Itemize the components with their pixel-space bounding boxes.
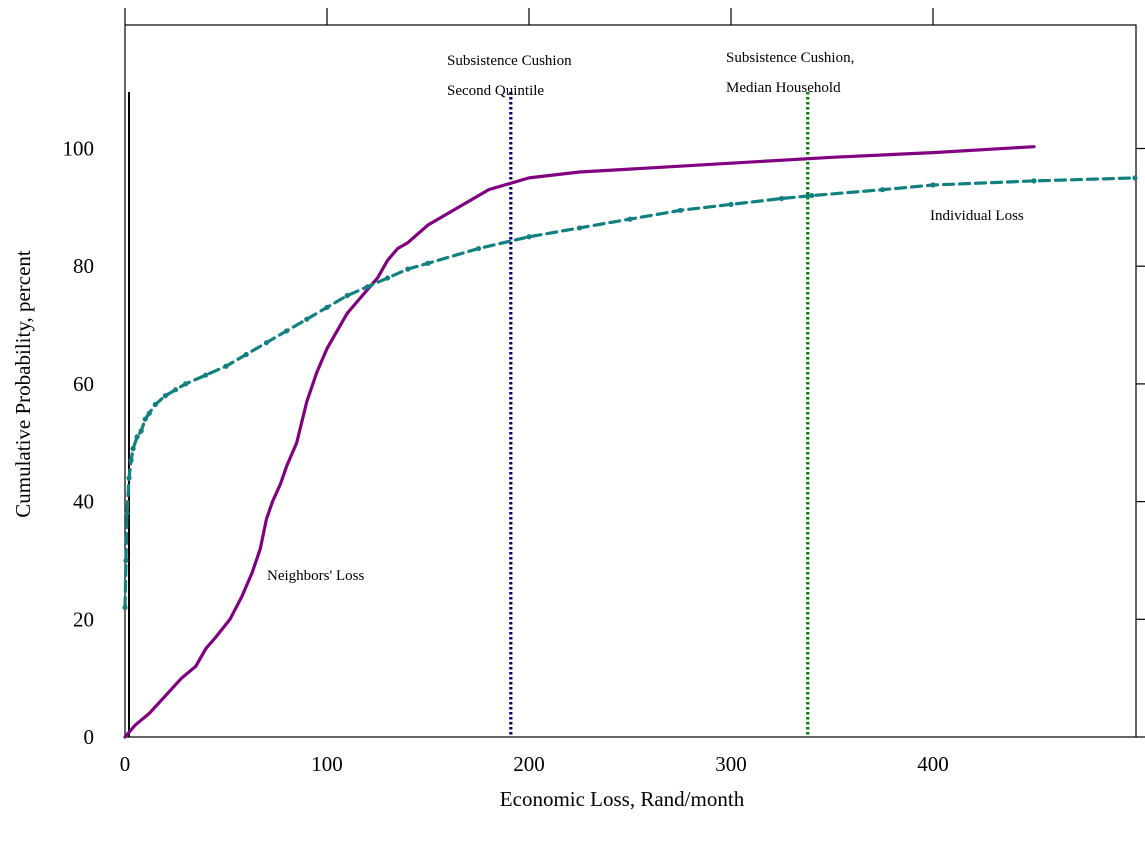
individual-loss-point	[526, 234, 532, 240]
individual-loss-point	[304, 316, 310, 322]
y-tick-label: 0	[84, 725, 95, 749]
series-neighbors-loss	[123, 145, 1036, 739]
individual-loss-point	[124, 510, 130, 516]
individual-loss-point	[162, 393, 168, 399]
individual-loss-point	[243, 351, 249, 358]
series-markers	[122, 175, 1138, 611]
individual-loss-point	[183, 381, 189, 387]
individual-loss-point	[809, 192, 815, 199]
individual-loss-point	[284, 328, 290, 334]
series-individual-loss	[123, 176, 1137, 610]
individual-loss-point	[152, 401, 158, 408]
individual-loss-point	[123, 557, 129, 564]
y-tick-label: 80	[73, 254, 94, 278]
x-tick-label: 200	[513, 752, 545, 776]
individual-loss-point	[122, 604, 128, 611]
reference-lines	[509, 92, 810, 737]
individual-loss-point	[627, 216, 633, 222]
individual-loss-point	[1132, 175, 1138, 181]
series-label-neighbors-loss: Neighbors' Loss	[267, 568, 364, 584]
y-tick-label: 20	[73, 607, 94, 631]
ref-label-median-household-line1: Subsistence Cushion,	[726, 50, 854, 66]
individual-loss-point	[1031, 178, 1037, 184]
individual-loss-point	[146, 410, 152, 416]
individual-loss-point	[172, 387, 179, 393]
individual-loss-point	[130, 446, 136, 452]
ref-label-second-quintile-line2: Second Quintile	[447, 83, 544, 99]
individual-loss-point	[677, 207, 684, 213]
individual-loss-point	[324, 304, 330, 310]
individual-loss-point	[364, 284, 370, 290]
individual-loss-point	[223, 363, 229, 369]
axis-tick-labels: 0 100 200 300 400 0 20 40 60 80 100	[63, 137, 949, 777]
individual-loss-point	[138, 428, 144, 434]
individual-loss-point	[344, 293, 350, 299]
individual-loss-point	[385, 275, 391, 281]
series-label-individual-loss: Individual Loss	[930, 208, 1024, 224]
x-tick-label: 100	[311, 752, 343, 776]
axis-ticks	[124, 8, 1145, 738]
individual-loss-point	[203, 372, 209, 378]
individual-loss-point	[930, 182, 936, 188]
individual-loss-point	[263, 340, 269, 346]
ref-label-median-household-line2: Median Household	[726, 80, 841, 96]
x-tick-label: 400	[917, 752, 949, 776]
y-axis-label: Cumulative Probability, percent	[11, 250, 35, 518]
individual-loss-point	[126, 475, 132, 481]
individual-loss-point	[128, 457, 134, 464]
individual-loss-point	[778, 195, 785, 202]
individual-loss-point	[728, 201, 734, 208]
individual-loss-point	[405, 266, 411, 272]
x-tick-label: 0	[120, 752, 131, 776]
series-lines	[123, 145, 1137, 739]
ref-label-second-quintile-line1: Subsistence Cushion	[447, 53, 572, 69]
individual-loss-point	[142, 416, 148, 422]
plot-frame	[124, 24, 1137, 738]
x-tick-label: 300	[715, 752, 747, 776]
individual-loss-point	[134, 434, 140, 440]
y-tick-label: 40	[73, 490, 94, 514]
individual-loss-point	[576, 225, 583, 231]
individual-loss-point	[425, 260, 431, 266]
y-tick-label: 60	[73, 372, 94, 396]
individual-loss-point	[475, 245, 482, 252]
y-tick-label: 100	[63, 137, 95, 161]
x-axis-label: Economic Loss, Rand/month	[500, 787, 745, 811]
individual-loss-point	[879, 187, 886, 193]
